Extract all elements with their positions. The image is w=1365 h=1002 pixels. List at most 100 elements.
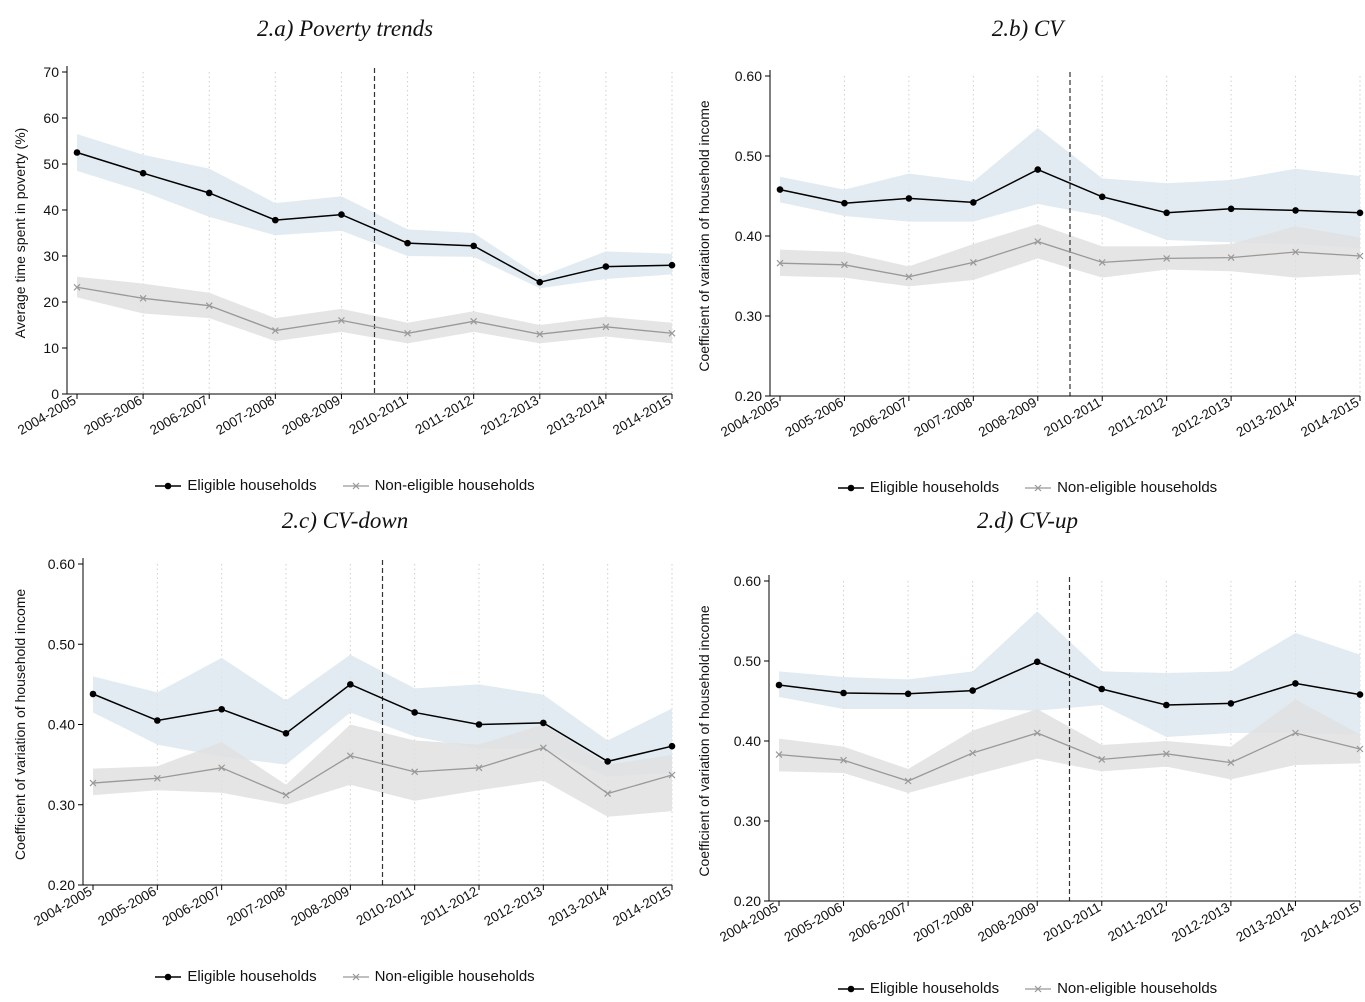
data-point-eligible: [841, 199, 848, 207]
x-tick-label: 2011-2012: [1105, 900, 1168, 945]
data-point-non-eligible: [969, 258, 977, 266]
x-tick-label: 2010-2011: [347, 393, 410, 438]
data-point-eligible: [282, 730, 290, 737]
x-tick-label: 2013-2014: [544, 392, 608, 438]
y-tick-label: 0.60: [735, 68, 762, 84]
data-point-eligible: [1292, 680, 1299, 687]
x-tick-label: 2012-2013: [1169, 900, 1232, 945]
data-point-non-eligible: [89, 779, 97, 787]
data-point-eligible: [205, 189, 213, 197]
data-point-non-eligible: [475, 764, 483, 772]
data-point-eligible: [604, 758, 611, 765]
y-axis-label: Coefficient of variation of household in…: [696, 605, 712, 877]
y-axis-label: Coefficient of variation of household in…: [12, 589, 28, 861]
data-point-eligible: [970, 199, 977, 206]
panel-cv: 2.b) CV 0.20 0.30 0.40 0.50 0.60 Coefficient …: [690, 0, 1365, 500]
legend-label-eligible: Eligible households: [869, 479, 1000, 496]
data-point-non-eligible: [1162, 750, 1170, 758]
y-tick-label: 30: [43, 248, 59, 264]
data-point-non-eligible: [205, 302, 213, 310]
series-line-non-eligible: [76, 286, 673, 335]
x-tick-label: 2011-2012: [413, 393, 476, 438]
x-tick-label: 2011-2012: [1106, 395, 1169, 440]
x-tick-label: 2007-2008: [213, 393, 276, 438]
y-tick-label: 40: [43, 202, 59, 218]
x-tick-label: 2006-2007: [160, 884, 223, 929]
legend-label-non-eligible: Non-eligible households: [374, 477, 535, 494]
data-point-non-eligible: [1227, 759, 1235, 767]
legend-line-dot-icon: [155, 973, 182, 980]
legend-label-non-eligible: Non-eligible households: [374, 968, 535, 985]
legend: Eligible households Non-eligible househo…: [690, 479, 1365, 496]
x-tick-label: 2007-2008: [911, 395, 974, 440]
data-point-non-eligible: [1227, 254, 1235, 262]
confidence-band-non-eligible: [77, 276, 672, 344]
data-point-non-eligible: [1163, 254, 1171, 262]
data-point-non-eligible: [73, 283, 81, 291]
legend-line-x-icon: [1025, 484, 1052, 491]
data-point-non-eligible: [218, 764, 226, 772]
data-point-eligible: [668, 742, 676, 750]
x-tick-label: 2008-2009: [975, 900, 1038, 945]
y-tick-label: 0.50: [734, 653, 761, 669]
data-point-non-eligible: [470, 317, 478, 325]
legend-line-x-icon: [1025, 985, 1052, 992]
x-tick-label: 2006-2007: [847, 395, 910, 440]
data-point-non-eligible: [668, 771, 676, 779]
x-tick-label: 2006-2007: [846, 900, 909, 945]
series-line-eligible: [92, 683, 673, 763]
y-tick-label: 0.60: [734, 573, 761, 589]
y-tick-label: 0.30: [734, 813, 761, 829]
chart-title: 2.a) Poverty trends: [256, 16, 434, 41]
data-point-non-eligible: [1098, 755, 1106, 763]
chart-cv-up: 0.20 0.30 0.40 0.50 0.60 Coefficient of varia…: [696, 573, 1364, 945]
series-line-eligible: [778, 660, 1361, 706]
x-tick-label: 2014-2015: [1298, 395, 1361, 440]
y-tick-label: 0.20: [734, 893, 761, 909]
x-tick-label: 2006-2007: [147, 393, 210, 438]
y-axis-label: Coefficient of variation of household in…: [696, 100, 712, 372]
legend-item-non-eligible: Non-eligible households: [1025, 980, 1217, 997]
legend: Eligible households Non-eligible househo…: [0, 968, 690, 985]
data-point-eligible: [1163, 209, 1170, 217]
panel-cv-up: 2.d) CV-up 0.20 0.30 0.40 0.50 0.60 Coefficie…: [690, 500, 1365, 1002]
data-point-non-eligible: [536, 330, 544, 338]
data-point-non-eligible: [904, 777, 912, 785]
data-point-eligible: [139, 169, 147, 177]
data-point-eligible: [540, 719, 547, 727]
x-tick-label: 2008-2009: [288, 884, 351, 929]
data-point-non-eligible: [1292, 248, 1299, 256]
x-tick-label: 2013-2014: [1234, 394, 1298, 440]
legend-label-non-eligible: Non-eligible households: [1057, 479, 1218, 496]
legend-item-eligible: Eligible households: [837, 980, 999, 997]
data-point-non-eligible: [840, 756, 847, 764]
x-tick-label: 2011-2012: [418, 884, 481, 929]
chart-poverty-trends: 0 10 20 30 40 50 60 70 Average time spent in pov…: [12, 64, 676, 438]
legend-line-x-icon: [342, 973, 369, 980]
data-point-non-eligible: [1033, 729, 1041, 737]
y-tick-label: 0.50: [48, 636, 75, 652]
legend-item-eligible: Eligible households: [155, 968, 317, 985]
data-point-eligible: [969, 687, 976, 694]
x-tick-label: 2005-2006: [783, 395, 846, 440]
data-point-eligible: [218, 705, 225, 713]
panel-cv-down: 2.c) CV-down 0.20 0.30 0.40 0.50 0.60 Coeffic…: [0, 500, 690, 1002]
data-point-eligible: [272, 216, 279, 224]
data-point-non-eligible: [139, 294, 147, 302]
x-tick-label: 2013-2014: [1234, 899, 1298, 945]
series-line-non-eligible: [778, 732, 1361, 782]
data-point-eligible: [154, 717, 161, 724]
chart-cv: 0.20 0.30 0.40 0.50 0.60 Coefficient of varia…: [696, 68, 1364, 440]
y-tick-label: 0.30: [735, 308, 762, 324]
legend-item-eligible: Eligible households: [155, 477, 317, 494]
data-point-non-eligible: [346, 752, 354, 760]
data-point-eligible: [1033, 658, 1041, 666]
y-tick-label: 0: [51, 386, 59, 402]
legend-line-dot-icon: [837, 985, 864, 992]
x-tick-label: 2012-2013: [478, 393, 541, 438]
legend-line-x-icon: [342, 482, 369, 489]
legend-label-eligible: Eligible households: [187, 968, 317, 985]
confidence-band-non-eligible: [780, 224, 1360, 287]
data-point-non-eligible: [969, 749, 977, 757]
data-point-non-eligible: [1292, 729, 1299, 737]
